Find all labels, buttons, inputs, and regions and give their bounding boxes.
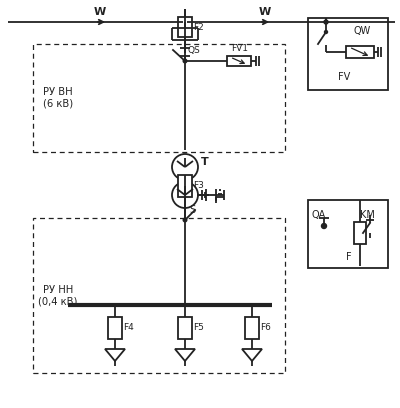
Text: РУ НН
(0,4 кВ): РУ НН (0,4 кВ) <box>38 285 78 307</box>
Circle shape <box>324 31 328 33</box>
Bar <box>308 200 388 268</box>
Text: F2: F2 <box>193 22 204 31</box>
Text: F6: F6 <box>260 324 271 333</box>
Text: QW: QW <box>353 26 370 36</box>
Text: KM: KM <box>360 210 375 220</box>
Text: F3: F3 <box>193 182 204 191</box>
Circle shape <box>324 20 328 24</box>
Circle shape <box>183 218 187 222</box>
Bar <box>227 56 251 66</box>
Bar <box>33 218 285 373</box>
Bar <box>178 175 192 197</box>
Text: РУ ВН
(6 кВ): РУ ВН (6 кВ) <box>43 87 73 109</box>
Text: S: S <box>189 205 195 215</box>
Text: F5: F5 <box>193 324 204 333</box>
Bar <box>308 18 388 90</box>
Text: QS: QS <box>188 47 201 55</box>
Text: T: T <box>201 157 209 167</box>
Text: F: F <box>346 252 352 262</box>
Bar <box>178 317 192 339</box>
Circle shape <box>183 20 187 24</box>
Circle shape <box>183 59 187 63</box>
Text: FV1: FV1 <box>231 44 248 53</box>
Text: FV: FV <box>338 72 350 82</box>
Bar <box>245 317 259 339</box>
Bar <box>346 46 374 58</box>
Bar <box>354 222 366 244</box>
Text: W: W <box>94 7 106 17</box>
Circle shape <box>322 224 326 228</box>
Text: W: W <box>259 7 271 17</box>
Bar <box>108 317 122 339</box>
Bar <box>33 44 285 152</box>
Text: QA: QA <box>312 210 326 220</box>
Text: F4: F4 <box>123 324 134 333</box>
Circle shape <box>183 26 187 30</box>
Bar <box>178 17 192 37</box>
